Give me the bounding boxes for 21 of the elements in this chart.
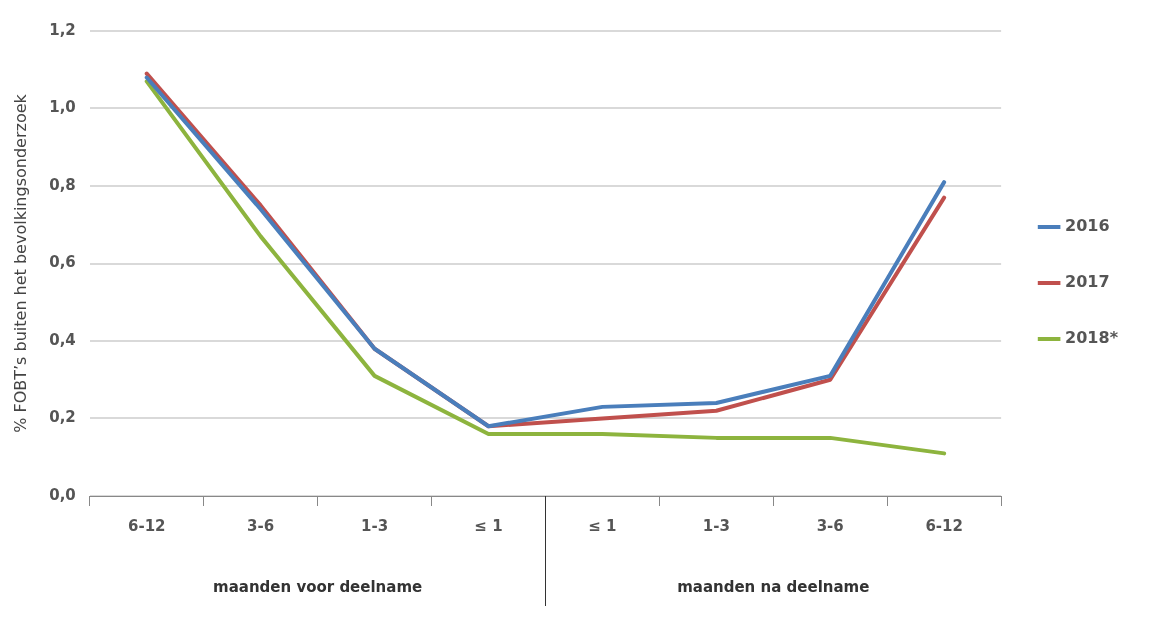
y-tick-label: 0,6 [49, 253, 76, 272]
y-tick-label: 0,2 [49, 408, 76, 427]
legend-label: 2018* [1065, 328, 1119, 348]
text: maanden voor deelname [213, 577, 423, 596]
x-tick-label: 6-12 [127, 516, 166, 535]
x-tick-label: ≤ 1 [588, 516, 617, 535]
x-tick-label: 1-3 [361, 516, 389, 535]
text: maanden na deelname [677, 577, 870, 596]
x-tick-label: 3-6 [247, 516, 275, 535]
y-tick-label: 1,0 [49, 98, 76, 117]
y-axis-title: % FOBT’s buiten het bevolkingsonderzoek [10, 93, 30, 433]
legend-label: 2016 [1065, 216, 1110, 236]
x-tick-label: 3-6 [816, 516, 844, 535]
legend-label: 2017 [1065, 272, 1110, 292]
y-tick-label: 0,4 [49, 330, 76, 349]
x-tick-label: ≤ 1 [474, 516, 503, 535]
x-tick-label: 1-3 [702, 516, 730, 535]
y-tick-label: 0,0 [49, 485, 76, 504]
y-tick-label: 0,8 [49, 175, 76, 194]
y-tick-label: 1,2 [49, 20, 76, 39]
x-tick-label: 6-12 [925, 516, 963, 535]
